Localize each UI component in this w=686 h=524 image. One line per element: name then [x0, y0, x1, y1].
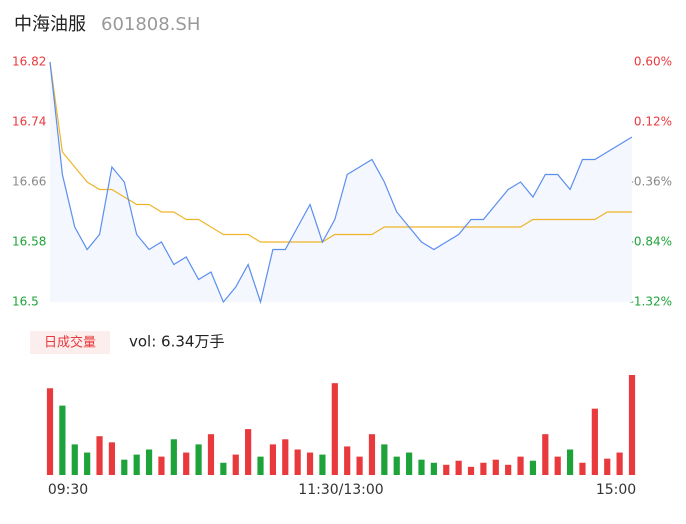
y2-tick-label: -0.36%	[630, 175, 672, 189]
stock-name: 中海油服	[14, 14, 86, 35]
volume-bar	[566, 449, 574, 475]
volume-bar	[195, 444, 202, 475]
volume-bar	[554, 456, 561, 475]
y2-tick-label: -1.32%	[630, 295, 672, 309]
price-line	[49, 61, 633, 305]
volume-bar	[232, 454, 239, 475]
volume-bar	[492, 459, 499, 475]
y-tick-label: 16.58	[12, 235, 46, 249]
stock-code: 601808.SH	[101, 14, 200, 35]
volume-bar	[393, 456, 400, 475]
volume-bar	[418, 459, 425, 475]
volume-bar	[96, 436, 103, 475]
volume-bar	[71, 444, 78, 475]
volume-bar	[108, 442, 116, 475]
volume-bar	[368, 434, 376, 475]
volume-bar	[443, 464, 450, 475]
x-tick-label: 11:30/13:00	[298, 482, 383, 498]
average-line	[49, 61, 632, 243]
volume-button[interactable]: 日成交量	[44, 335, 96, 351]
volume-bar	[331, 383, 338, 475]
y2-tick-label: 0.12%	[634, 115, 672, 129]
volume-bar	[455, 460, 462, 475]
volume-bar	[430, 462, 437, 475]
x-tick-label: 09:30	[48, 482, 88, 498]
x-tick-label: 15:00	[596, 482, 636, 498]
volume-bar	[145, 449, 153, 475]
volume-bar	[591, 408, 598, 475]
volume-bar	[46, 388, 54, 475]
volume-bar	[616, 452, 623, 475]
volume-bar	[356, 456, 363, 475]
volume-bar	[517, 456, 524, 475]
volume-bar	[381, 444, 388, 475]
y-tick-label: 16.74	[12, 115, 46, 129]
y-tick-label: 16.66	[12, 175, 46, 189]
volume-bar	[505, 464, 512, 475]
volume-bar	[306, 452, 314, 475]
volume-bar	[133, 454, 140, 475]
volume-bar	[480, 462, 487, 475]
volume-bar	[158, 456, 165, 475]
price-area	[50, 62, 632, 302]
y2-tick-label: 0.60%	[634, 55, 672, 69]
volume-bar	[59, 405, 66, 475]
volume-bar	[579, 462, 586, 475]
volume-bar	[220, 462, 227, 475]
y2-tick-label: -0.84%	[630, 235, 672, 249]
volume-bar	[406, 452, 413, 475]
volume-total: vol: 6.34万手	[129, 333, 224, 351]
volume-bar	[257, 456, 264, 475]
volume-bar	[207, 434, 215, 475]
volume-bar	[604, 458, 611, 475]
volume-bar	[84, 452, 91, 475]
volume-bar	[294, 449, 301, 475]
volume-bar	[170, 439, 177, 475]
volume-bar	[245, 429, 252, 475]
y-tick-label: 16.5	[12, 295, 39, 309]
volume-bar	[319, 454, 326, 475]
volume-bar	[529, 460, 537, 475]
y-tick-label: 16.82	[12, 55, 46, 69]
volume-button-bg[interactable]	[30, 331, 110, 354]
volume-bar	[628, 375, 636, 475]
volume-bar	[282, 439, 289, 475]
volume-bar	[183, 452, 190, 475]
volume-bar	[467, 466, 475, 475]
volume-bar	[121, 459, 128, 475]
volume-bar	[542, 434, 549, 475]
volume-bar	[269, 444, 276, 475]
volume-bar	[344, 446, 351, 475]
